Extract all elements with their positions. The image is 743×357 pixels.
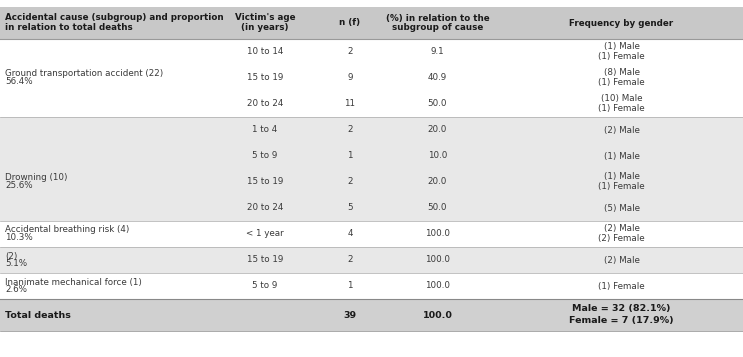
Text: 15 to 19: 15 to 19: [247, 256, 283, 265]
Text: 5 to 9: 5 to 9: [253, 282, 278, 291]
Text: (2) Male: (2) Male: [603, 225, 640, 233]
Text: (in years): (in years): [241, 24, 289, 32]
Text: 15 to 19: 15 to 19: [247, 177, 283, 186]
Text: Total deaths: Total deaths: [5, 311, 71, 320]
Text: 5.1%: 5.1%: [5, 260, 27, 268]
Text: Victim's age: Victim's age: [235, 14, 295, 22]
Text: (1) Female: (1) Female: [598, 52, 645, 61]
Text: 5: 5: [347, 203, 353, 212]
Text: (8) Male: (8) Male: [603, 69, 640, 77]
Text: 20 to 24: 20 to 24: [247, 203, 283, 212]
Text: 100.0: 100.0: [425, 230, 450, 238]
Text: 20 to 24: 20 to 24: [247, 100, 283, 109]
Text: in relation to total deaths: in relation to total deaths: [5, 24, 133, 32]
Text: 1: 1: [347, 282, 353, 291]
Text: n (f): n (f): [340, 19, 360, 27]
Text: 4: 4: [347, 230, 353, 238]
Text: (1) Female: (1) Female: [598, 79, 645, 87]
Text: 10 to 14: 10 to 14: [247, 47, 283, 56]
Text: 1: 1: [347, 151, 353, 161]
Bar: [500, 7, 743, 39]
Text: (2) Male: (2) Male: [603, 126, 640, 135]
Text: 20.0: 20.0: [428, 177, 447, 186]
Text: subgroup of cause: subgroup of cause: [392, 24, 483, 32]
Text: (2) Male: (2) Male: [603, 256, 640, 265]
Bar: [0, 247, 743, 273]
Text: 2: 2: [347, 256, 353, 265]
Bar: [325, 7, 375, 39]
Bar: [0, 299, 743, 331]
Text: (1) Male: (1) Male: [603, 42, 640, 51]
Text: 9: 9: [347, 74, 353, 82]
Bar: [0, 91, 743, 117]
Text: Male = 32 (82.1%): Male = 32 (82.1%): [572, 305, 671, 313]
Text: 25.6%: 25.6%: [5, 181, 33, 191]
Bar: [0, 117, 743, 143]
Text: Drowning (10): Drowning (10): [5, 174, 68, 182]
Text: (5) Male: (5) Male: [603, 203, 640, 212]
Text: (1) Female: (1) Female: [598, 105, 645, 114]
Text: (10) Male: (10) Male: [601, 95, 642, 104]
Bar: [0, 169, 743, 195]
Text: 56.4%: 56.4%: [5, 77, 33, 86]
Bar: [205, 7, 325, 39]
Text: 2.6%: 2.6%: [5, 286, 27, 295]
Text: (2): (2): [5, 251, 17, 261]
Text: (2) Female: (2) Female: [598, 235, 645, 243]
Text: 100.0: 100.0: [425, 282, 450, 291]
Bar: [375, 7, 500, 39]
Bar: [0, 65, 743, 91]
Text: 20.0: 20.0: [428, 126, 447, 135]
Text: 100.0: 100.0: [423, 311, 452, 320]
Text: 50.0: 50.0: [428, 100, 447, 109]
Text: 5 to 9: 5 to 9: [253, 151, 278, 161]
Text: 39: 39: [343, 311, 357, 320]
Text: Frequency by gender: Frequency by gender: [569, 19, 674, 27]
Text: 2: 2: [347, 126, 353, 135]
Text: (%) in relation to the: (%) in relation to the: [386, 14, 490, 22]
Text: 40.9: 40.9: [428, 74, 447, 82]
Text: 15 to 19: 15 to 19: [247, 74, 283, 82]
Text: 50.0: 50.0: [428, 203, 447, 212]
Text: Ground transportation accident (22): Ground transportation accident (22): [5, 70, 163, 79]
Text: 10.0: 10.0: [428, 151, 447, 161]
Text: 2: 2: [347, 177, 353, 186]
Bar: [0, 273, 743, 299]
Text: 2: 2: [347, 47, 353, 56]
Bar: [0, 39, 743, 65]
Text: (1) Male: (1) Male: [603, 172, 640, 181]
Bar: [0, 7, 205, 39]
Text: 10.3%: 10.3%: [5, 233, 33, 242]
Text: 1 to 4: 1 to 4: [253, 126, 278, 135]
Text: Accidental breathing risk (4): Accidental breathing risk (4): [5, 226, 129, 235]
Bar: [0, 221, 743, 247]
Text: 11: 11: [345, 100, 355, 109]
Text: < 1 year: < 1 year: [246, 230, 284, 238]
Text: (1) Male: (1) Male: [603, 151, 640, 161]
Bar: [0, 143, 743, 169]
Text: 100.0: 100.0: [425, 256, 450, 265]
Text: 9.1: 9.1: [431, 47, 444, 56]
Text: Female = 7 (17.9%): Female = 7 (17.9%): [569, 317, 674, 326]
Text: (1) Female: (1) Female: [598, 282, 645, 291]
Bar: [0, 195, 743, 221]
Text: (1) Female: (1) Female: [598, 182, 645, 191]
Text: Accidental cause (subgroup) and proportion: Accidental cause (subgroup) and proporti…: [5, 14, 224, 22]
Text: Inanimate mechanical force (1): Inanimate mechanical force (1): [5, 277, 142, 287]
